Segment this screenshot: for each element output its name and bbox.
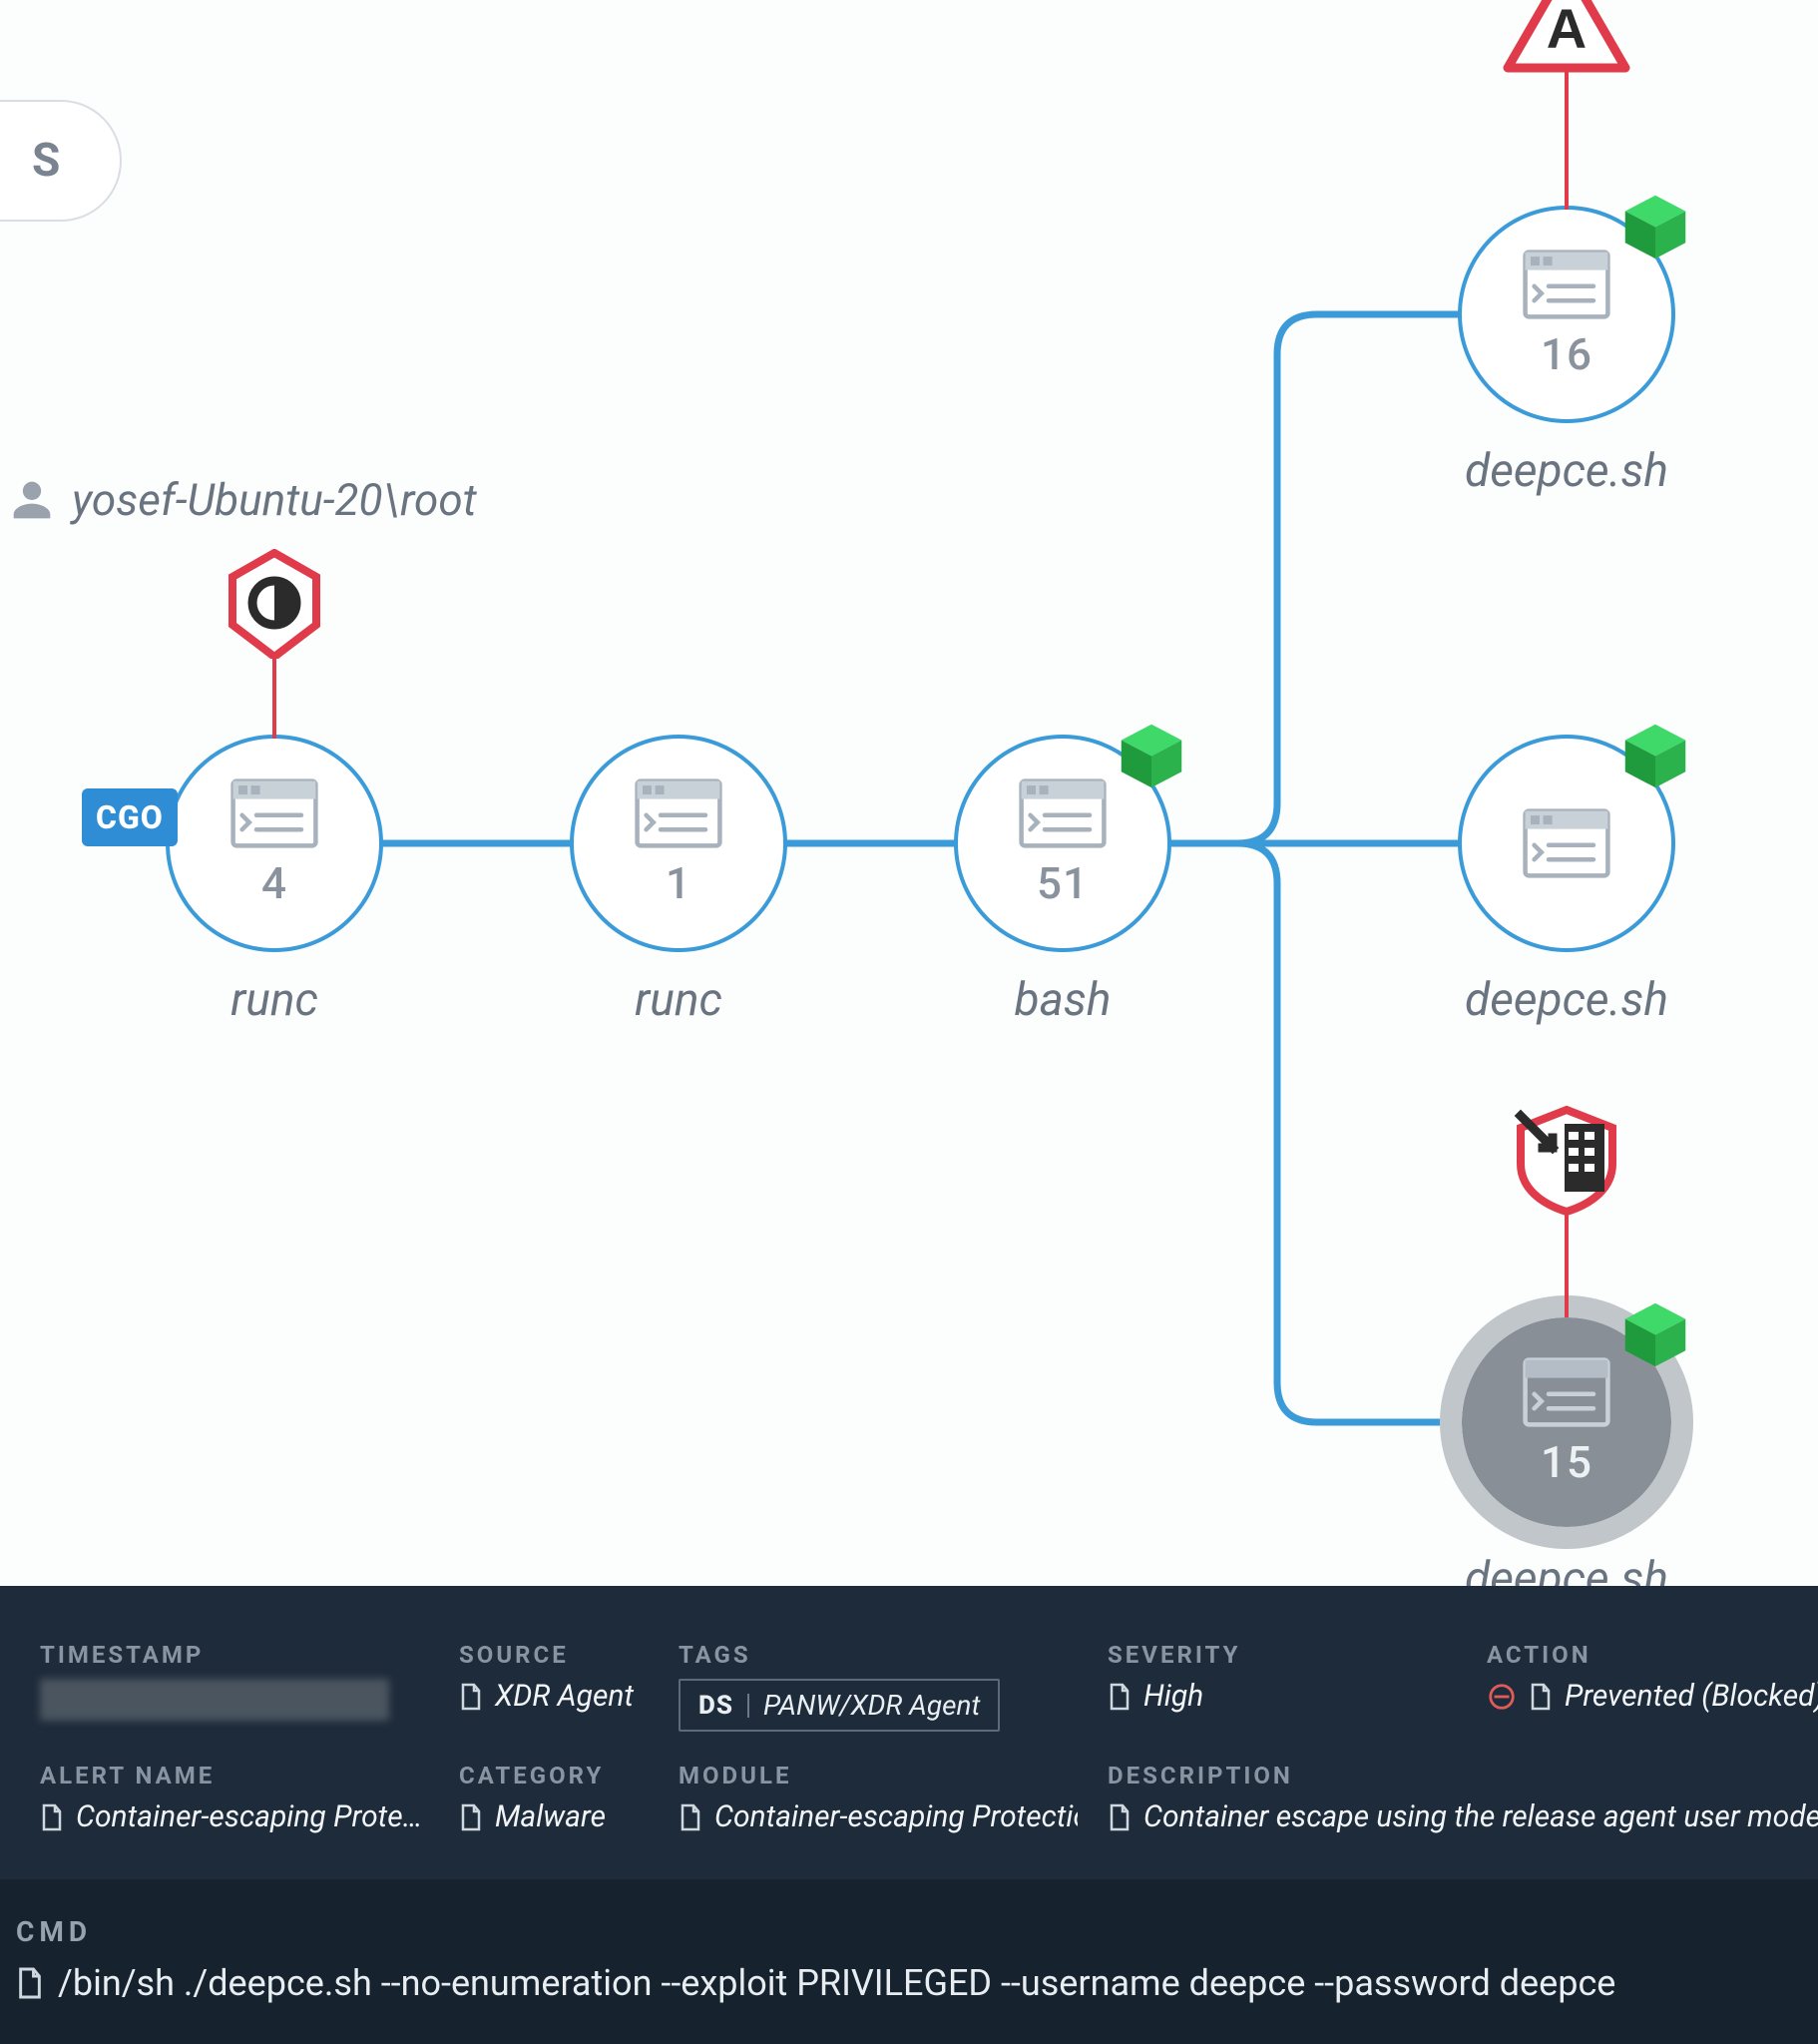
label-category: CATEGORY — [459, 1762, 649, 1789]
user-icon — [10, 478, 54, 522]
field-module: MODULE Container-escaping Protection — [679, 1762, 1108, 1834]
svg-text:A: A — [1547, 0, 1587, 60]
doc-icon — [40, 1803, 64, 1831]
terminal-icon — [229, 777, 319, 849]
terminal-icon — [1522, 1356, 1611, 1428]
field-source: SOURCE XDR Agent — [459, 1641, 679, 1732]
node-count: 15 — [1541, 1436, 1592, 1488]
terminal-icon — [1522, 249, 1611, 320]
doc-icon — [1108, 1803, 1132, 1831]
context-pill[interactable]: S — [0, 100, 122, 222]
value-action: Prevented (Blocked) — [1565, 1679, 1818, 1714]
label-timestamp: TIMESTAMP — [40, 1641, 429, 1669]
user-label: yosef-Ubuntu-20\root — [10, 474, 477, 526]
user-text: yosef-Ubuntu-20\root — [72, 474, 477, 526]
value-source: XDR Agent — [495, 1679, 634, 1714]
node-count: 51 — [1037, 857, 1089, 909]
alert-hex-icon — [225, 549, 324, 659]
node-label: deepce.sh — [1465, 444, 1668, 498]
value-cmd: /bin/sh ./deepce.sh --no-enumeration --e… — [58, 1962, 1615, 2004]
alert-detail-panel: TIMESTAMP SOURCE XDR Agent TAGS DS PANW/… — [0, 1586, 1818, 1879]
node-label: bash — [1015, 973, 1112, 1027]
doc-icon — [16, 1966, 44, 2000]
container-cube-icon — [1116, 719, 1187, 790]
label-action: ACTION — [1487, 1641, 1818, 1669]
doc-icon — [459, 1683, 483, 1711]
label-tags: TAGS — [679, 1641, 1078, 1669]
value-description: Container escape using the release agent… — [1143, 1799, 1818, 1834]
process-node-deepce-sh[interactable]: 16deepce.sh A — [1462, 210, 1671, 419]
causality-graph: S yosef-Ubuntu-20\root 4runcCGO 1runc51b… — [0, 0, 1818, 1586]
cmd-panel: CMD /bin/sh ./deepce.sh --no-enumeration… — [0, 1879, 1818, 2044]
tag-separator — [747, 1694, 749, 1718]
tag-chip[interactable]: DS PANW/XDR Agent — [679, 1679, 1000, 1732]
tag-ds: DS — [698, 1691, 733, 1721]
label-cmd: CMD — [16, 1915, 1790, 1948]
field-action: ACTION Prevented (Blocked) — [1487, 1641, 1818, 1732]
alert-triangle-icon: A — [1502, 0, 1631, 75]
node-label: deepce.sh — [1465, 973, 1668, 1027]
label-source: SOURCE — [459, 1641, 649, 1669]
field-tags: TAGS DS PANW/XDR Agent — [679, 1641, 1108, 1732]
field-description: DESCRIPTION Container escape using the r… — [1108, 1762, 1818, 1834]
context-pill-text: S — [32, 134, 60, 188]
doc-icon — [1529, 1683, 1553, 1711]
node-label: deepce.sh — [1465, 1552, 1668, 1586]
node-count: 4 — [261, 857, 287, 909]
value-category: Malware — [495, 1799, 606, 1834]
terminal-icon — [1522, 807, 1611, 879]
terminal-icon — [634, 777, 723, 849]
alert-connector — [272, 659, 276, 739]
value-severity: High — [1143, 1679, 1203, 1714]
tag-text: PANW/XDR Agent — [763, 1689, 980, 1722]
doc-icon — [1108, 1683, 1132, 1711]
node-label: runc — [230, 973, 318, 1027]
field-severity: SEVERITY High — [1108, 1641, 1487, 1732]
doc-icon — [679, 1803, 702, 1831]
process-node-deepce-sh[interactable]: deepce.sh — [1462, 739, 1671, 948]
value-timestamp-redacted — [40, 1679, 389, 1721]
value-module: Container-escaping Protection — [714, 1799, 1078, 1834]
process-node-deepce-sh[interactable]: 15deepce.sh — [1462, 1317, 1671, 1527]
process-node-runc[interactable]: 4runcCGO — [170, 739, 379, 948]
label-alert-name: ALERT NAME — [40, 1762, 429, 1789]
field-category: CATEGORY Malware — [459, 1762, 679, 1834]
process-node-runc[interactable]: 1runc — [574, 739, 783, 948]
alert-breach-icon — [1507, 1098, 1626, 1218]
alert-connector — [1565, 70, 1569, 210]
node-label: runc — [635, 973, 722, 1027]
process-node-bash[interactable]: 51bash — [958, 739, 1167, 948]
node-count: 16 — [1541, 328, 1592, 380]
value-alert-name: Container-escaping Protecti… — [76, 1799, 429, 1834]
field-timestamp: TIMESTAMP — [40, 1641, 459, 1732]
doc-icon — [459, 1803, 483, 1831]
label-severity: SEVERITY — [1108, 1641, 1457, 1669]
blocked-icon — [1487, 1682, 1517, 1712]
label-description: DESCRIPTION — [1108, 1762, 1818, 1789]
terminal-icon — [1018, 777, 1108, 849]
label-module: MODULE — [679, 1762, 1078, 1789]
cgo-badge: CGO — [82, 788, 178, 846]
alert-connector — [1565, 1208, 1569, 1317]
container-cube-icon — [1619, 190, 1691, 261]
field-alert-name: ALERT NAME Container-escaping Protecti… — [40, 1762, 459, 1834]
node-count: 1 — [666, 857, 691, 909]
container-cube-icon — [1619, 1297, 1691, 1369]
container-cube-icon — [1619, 719, 1691, 790]
